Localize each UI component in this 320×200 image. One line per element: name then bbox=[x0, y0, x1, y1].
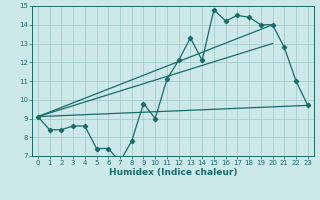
X-axis label: Humidex (Indice chaleur): Humidex (Indice chaleur) bbox=[108, 168, 237, 177]
